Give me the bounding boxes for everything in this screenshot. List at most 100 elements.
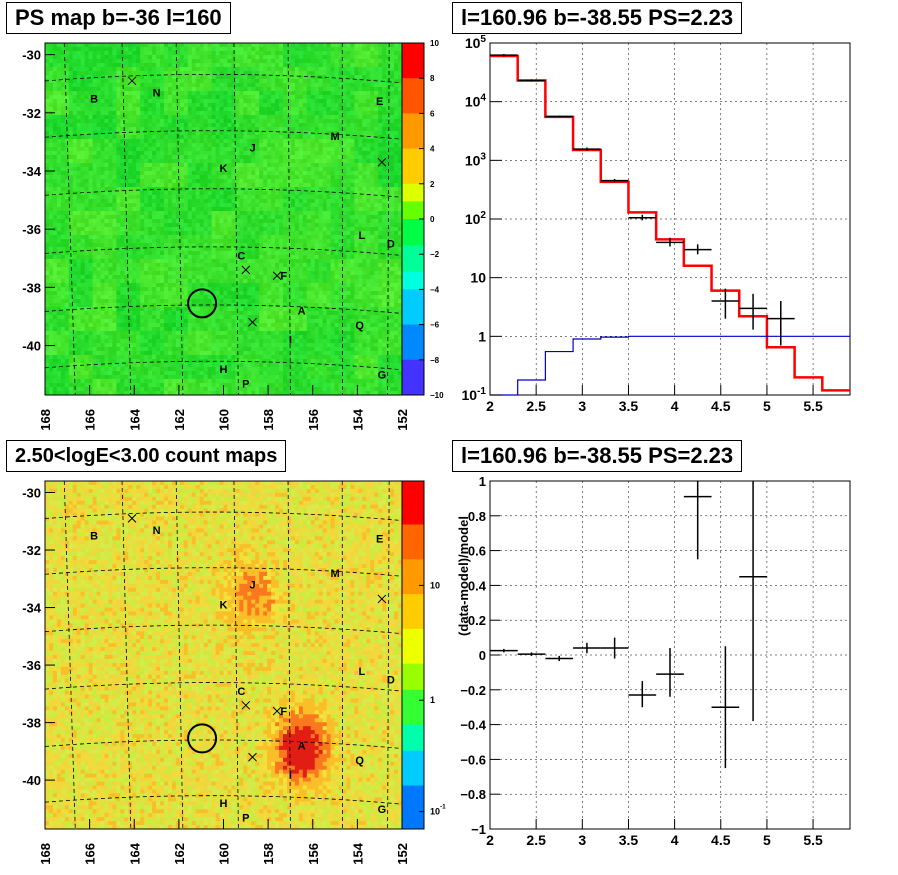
spectrum-title: l=160.96 b=-38.55 PS=2.23 — [452, 2, 743, 34]
x-tick-label: 2 — [486, 398, 494, 414]
x-tick-label: 5.5 — [803, 832, 823, 848]
colorbar-tick-label: 8 — [430, 74, 435, 83]
candidate-circle — [187, 723, 218, 754]
count-map-grid — [44, 480, 403, 830]
y-tick-label: 10-1 — [461, 386, 486, 403]
x-tick-label: 2 — [486, 832, 494, 848]
y-tick-label: 10 — [470, 270, 486, 286]
model-source-line — [490, 335, 850, 396]
colorbar-tick-label: 0 — [430, 215, 435, 224]
y-tick-label: 1 — [478, 328, 486, 344]
y-tick-label: −0.8 — [460, 787, 486, 802]
residual-title: l=160.96 b=-38.55 PS=2.23 — [452, 440, 743, 472]
x-tick-label: 152 — [395, 843, 410, 865]
colorbar-tick-label: 10 — [430, 39, 439, 48]
x-tick-label: 3.5 — [619, 832, 639, 848]
source-label-c: C — [237, 686, 245, 698]
colorbar-tick-label: 6 — [430, 109, 435, 118]
source-label-h: H — [220, 364, 228, 376]
y-tick-label: −0.4 — [460, 718, 486, 733]
x-tick-label: 166 — [83, 409, 98, 431]
x-tick-label: 4.5 — [711, 832, 731, 848]
x-tick-label: 166 — [83, 843, 98, 865]
colorbar-tick-label: 2 — [430, 180, 435, 189]
cross-marker — [272, 271, 282, 281]
x-tick-label: 5 — [763, 832, 771, 848]
y-tick-label: 102 — [465, 210, 487, 227]
x-tick-label: 164 — [127, 842, 142, 864]
cross-marker — [127, 514, 137, 523]
y-tick-label: −0.6 — [460, 752, 486, 767]
cross-marker — [377, 157, 387, 167]
x-tick-label: 5 — [763, 398, 771, 414]
cross-marker — [272, 706, 282, 716]
y-tick-label: -36 — [22, 658, 41, 673]
y-tick-label: 103 — [465, 151, 487, 168]
source-label-d: D — [387, 239, 395, 251]
x-tick-label: 164 — [127, 408, 142, 430]
y-tick-label: -30 — [22, 486, 41, 501]
y-tick-label: 0.4 — [468, 578, 487, 593]
residual-y-axis-label: (data-model)/model — [456, 516, 471, 636]
x-tick-label: 158 — [261, 409, 276, 431]
source-label-g: G — [378, 370, 387, 382]
x-tick-label: 168 — [38, 409, 53, 431]
y-tick-label: 1 — [479, 474, 486, 489]
cross-marker — [127, 76, 137, 86]
y-tick-label: 0.2 — [468, 613, 486, 628]
ps-map-colorbar — [401, 42, 425, 396]
source-label-q: Q — [355, 320, 364, 332]
x-tick-label: 152 — [395, 409, 410, 431]
x-tick-label: 160 — [217, 843, 232, 865]
x-tick-label: 3.5 — [619, 398, 639, 414]
source-label-b: B — [90, 93, 98, 105]
count-map-pixels — [45, 481, 403, 830]
x-tick-label: 162 — [172, 843, 187, 865]
count-map-colorbar — [401, 480, 425, 830]
colorbar-tick-label: −4 — [430, 285, 440, 294]
source-label-f: F — [280, 706, 287, 718]
colorbar-tick-label: 1 — [430, 695, 435, 705]
source-label-n: N — [153, 87, 161, 99]
x-tick-label: 2.5 — [526, 832, 546, 848]
source-label-l: L — [358, 666, 365, 678]
candidate-circle — [187, 288, 218, 319]
y-tick-label: −1 — [471, 822, 486, 837]
y-tick-label: -38 — [22, 716, 41, 731]
y-tick-label: -40 — [22, 773, 41, 788]
cross-marker — [248, 317, 257, 327]
source-label-h: H — [220, 798, 228, 810]
cross-marker — [241, 700, 251, 710]
y-tick-label: 0.6 — [468, 544, 486, 559]
y-tick-label: -34 — [22, 601, 42, 616]
cross-marker — [248, 752, 257, 762]
y-tick-label: -30 — [22, 48, 41, 63]
source-label-b: B — [90, 531, 98, 543]
y-tick-label: −0.2 — [460, 683, 486, 698]
x-tick-label: 154 — [350, 408, 365, 430]
source-label-i: I — [289, 335, 292, 347]
colorbar-tick-label: −8 — [430, 356, 440, 365]
colorbar-tick-label: −6 — [430, 321, 440, 330]
x-tick-label: 2.5 — [526, 398, 546, 414]
y-tick-label: -34 — [22, 164, 42, 179]
source-label-l: L — [358, 230, 365, 242]
y-tick-label: -36 — [22, 222, 41, 237]
source-label-a: A — [298, 306, 306, 318]
colorbar-tick-label: −10 — [430, 391, 444, 400]
x-tick-label: 4 — [671, 398, 679, 414]
x-tick-label: 158 — [261, 843, 276, 865]
source-label-g: G — [378, 804, 387, 816]
source-label-p: P — [242, 378, 249, 390]
colorbar-tick-label: 4 — [430, 145, 435, 154]
y-tick-label: 0.8 — [468, 509, 486, 524]
source-label-m: M — [330, 568, 339, 580]
x-tick-label: 3 — [578, 832, 586, 848]
source-label-n: N — [153, 525, 161, 537]
cross-marker — [241, 265, 251, 275]
source-label-e: E — [376, 96, 383, 108]
source-label-e: E — [376, 534, 383, 546]
y-tick-label: -32 — [22, 543, 41, 558]
ps-map-pixels — [45, 43, 403, 396]
y-tick-label: 0 — [479, 648, 486, 663]
